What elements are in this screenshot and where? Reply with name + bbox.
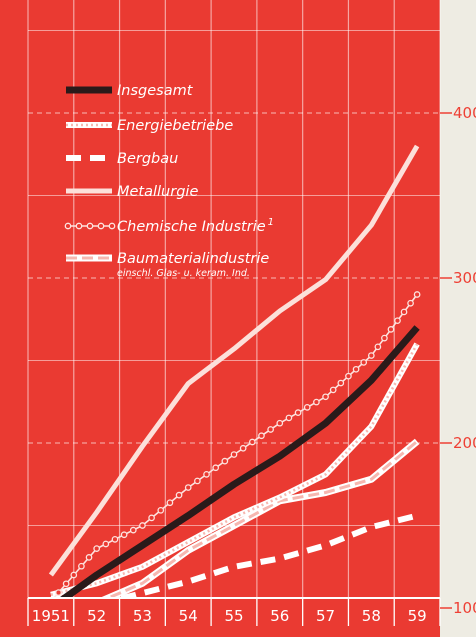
series-chemische-industrie-marker — [102, 540, 110, 548]
x-tick-label: 52 — [87, 607, 106, 625]
series-chemische-industrie-marker — [111, 536, 119, 543]
series-chemische-industrie-marker — [267, 426, 274, 433]
legend-label: Baumaterialindustrie — [117, 251, 269, 267]
series-energiebetriebe — [50, 342, 420, 598]
series-chemische-industrie-marker — [258, 432, 265, 440]
y-tick-label: 400 — [453, 104, 476, 122]
series-line — [50, 440, 419, 621]
series-chemische-industrie-marker — [78, 562, 85, 570]
series-metallurgie — [48, 144, 420, 577]
series-chemische-industrie-marker — [157, 506, 165, 514]
series-chemische-industrie-marker — [139, 522, 146, 529]
series-chemische-industrie-marker — [221, 457, 229, 465]
y-tick-label: 100 — [453, 599, 476, 617]
legend-label: Metallurgie — [117, 184, 198, 200]
series-chemische-industrie-marker — [129, 526, 137, 534]
series-chemische-industrie-marker — [303, 404, 311, 411]
series-chemische-industrie-marker — [184, 484, 192, 491]
chart-panel — [0, 0, 440, 637]
series-chemische-industrie-marker — [360, 359, 368, 366]
series-chemische-industrie-marker — [329, 386, 337, 394]
legend-swatch-marker — [86, 222, 94, 230]
x-tick-label: 58 — [362, 607, 381, 625]
series-chemische-industrie-marker — [313, 398, 320, 406]
series-chemische-industrie-marker — [407, 299, 414, 307]
series-insgesamt — [48, 325, 420, 611]
legend-item-metallurgie: Metallurgie — [66, 184, 198, 200]
series-chemische-industrie-marker — [230, 451, 238, 458]
y-axis: 100 200 300 400 — [440, 104, 476, 617]
x-tick-label: 55 — [224, 607, 243, 625]
legend-swatch-marker — [75, 222, 83, 230]
legend-label: Insgesamt — [117, 83, 194, 99]
series-chemische-industrie-marker — [175, 491, 183, 499]
series-chemische-industrie-marker — [345, 372, 352, 380]
series-line — [48, 144, 420, 577]
x-tick-label: 54 — [179, 607, 198, 625]
x-tick-label: 57 — [316, 607, 335, 625]
series-chemische-industrie-marker — [381, 334, 388, 342]
legend-item-insgesamt: Insgesamt — [66, 83, 194, 99]
y-tick-label: 300 — [453, 269, 476, 287]
legend: Insgesamt Energiebetriebe Bergbau Metallurg… — [64, 83, 274, 279]
legend-swatch-marker — [64, 222, 72, 230]
series-line — [48, 325, 420, 611]
x-tick-label: 53 — [133, 607, 152, 625]
x-tick-label: 56 — [270, 607, 289, 625]
series-chemische-industrie-marker — [248, 438, 256, 446]
series-chemische-industrie-marker — [194, 477, 201, 485]
series-chemische-industrie-marker — [337, 379, 345, 387]
series-chemische-industrie-marker — [352, 365, 360, 373]
legend-swatch-marker — [108, 222, 116, 230]
series-chemische-industrie-marker — [367, 352, 375, 359]
series-chemische-industrie-marker — [294, 409, 302, 416]
series-chemische-industrie-marker — [374, 343, 382, 351]
series-chemische-industrie-marker — [212, 464, 220, 472]
legend-label: Bergbau — [117, 151, 178, 167]
series-chemische-industrie-marker — [120, 531, 128, 539]
series-chemische-industrie-marker — [400, 308, 408, 316]
series-chemische-industrie-marker — [166, 499, 174, 507]
series-chemische-industrie-marker — [413, 291, 421, 298]
series-chemische-industrie-marker — [322, 393, 329, 401]
series-line — [50, 343, 419, 597]
legend-label: Chemische Industrie 1 — [117, 217, 274, 235]
series-chemische-industrie-marker — [285, 414, 293, 422]
series-chemische-industrie-marker — [148, 514, 155, 522]
series-chemische-industrie-marker — [276, 419, 284, 427]
x-tick-label: 1951 — [32, 607, 70, 625]
series-chemische-industrie-marker — [394, 317, 401, 325]
series-chemische-industrie-marker — [93, 545, 101, 552]
legend-swatch-marker — [97, 222, 105, 230]
legend-item-bergbau: Bergbau — [66, 151, 178, 167]
series-chemische-industrie-marker — [62, 580, 70, 588]
series-chemische-industrie-marker — [85, 554, 93, 561]
y-tick-label: 200 — [453, 434, 476, 452]
series-chemische-industrie-marker — [387, 326, 395, 333]
series-chemische-industrie-marker — [203, 470, 210, 478]
series-chemische-industrie-marker — [55, 589, 62, 596]
series-chemische-industrie-marker — [70, 571, 78, 579]
legend-item-chemische-industrie: Chemische Industrie 1 — [64, 217, 274, 235]
series-baumaterialindustrie — [49, 438, 420, 623]
legend-sublabel: einschl. Glas- u. keram. Ind. — [117, 268, 250, 279]
legend-label: Energiebetriebe — [117, 118, 233, 134]
x-tick-label: 59 — [408, 607, 427, 625]
legend-item-energiebetriebe: Energiebetriebe — [66, 118, 233, 134]
x-axis: 1951 52 53 54 55 56 57 58 59 — [0, 597, 441, 637]
series-chemische-industrie-marker — [239, 444, 247, 452]
